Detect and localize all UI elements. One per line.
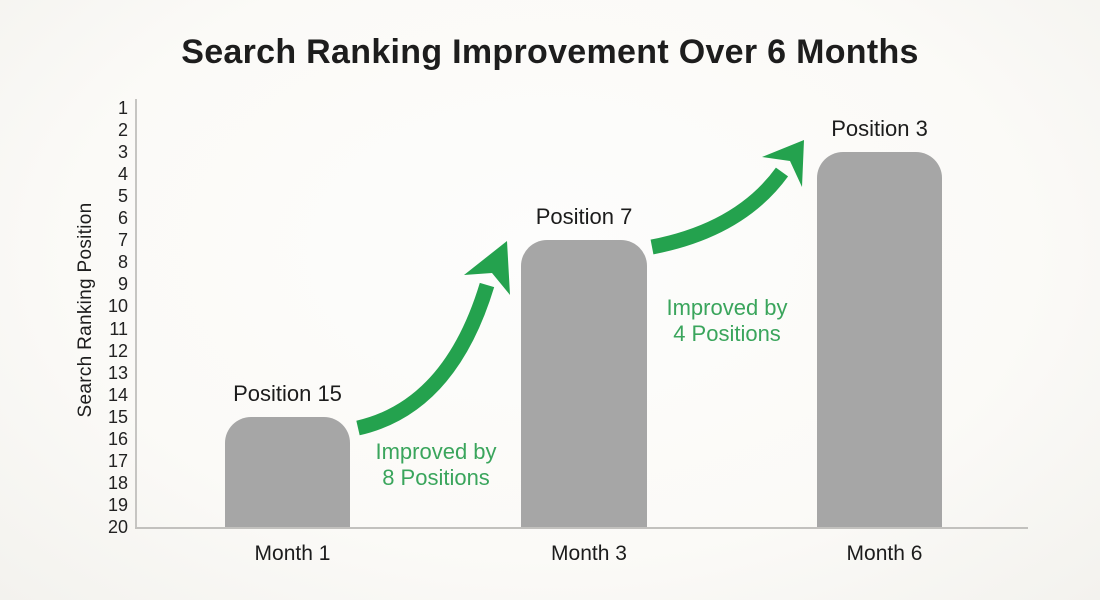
x-tick-month-6: Month 6 <box>846 542 923 565</box>
y-tick-20: 20 <box>107 516 128 537</box>
y-tick-8: 8 <box>117 252 128 273</box>
y-tick-5: 5 <box>117 186 128 207</box>
bar-value-label-month-3: Position 7 <box>535 204 633 230</box>
bar-value-label-month-1: Position 15 <box>233 380 342 406</box>
bar-month-1 <box>225 416 350 529</box>
y-tick-14: 14 <box>107 384 128 405</box>
y-tick-16: 16 <box>107 428 128 449</box>
annotation-line: Improved by <box>666 295 788 320</box>
growth-arrow-month1-to-month3 <box>356 241 510 436</box>
bar-value-label-month-6: Position 3 <box>831 116 928 142</box>
bar-month-6 <box>817 152 942 529</box>
y-tick-17: 17 <box>107 450 128 471</box>
y-tick-18: 18 <box>107 472 128 493</box>
y-tick-10: 10 <box>107 296 128 317</box>
y-tick-2: 2 <box>117 120 128 141</box>
y-tick-1: 1 <box>117 98 128 118</box>
annotation-line: Improved by <box>375 439 497 464</box>
annotation-line: 4 Positions <box>673 321 781 346</box>
growth-arrow-month3-to-month6 <box>650 140 804 255</box>
y-axis-line <box>135 99 137 528</box>
x-tick-month-1: Month 1 <box>254 542 331 565</box>
y-tick-3: 3 <box>117 142 128 163</box>
bar-month-3 <box>521 240 647 529</box>
annotation-line: 8 Positions <box>382 465 490 490</box>
x-axis-line <box>135 527 1028 529</box>
y-tick-4: 4 <box>117 164 128 185</box>
annotation-improved-4: Improved by 4 Positions <box>666 295 787 347</box>
y-tick-13: 13 <box>107 362 128 383</box>
y-tick-6: 6 <box>117 208 128 229</box>
y-tick-15: 15 <box>107 406 128 427</box>
y-tick-12: 12 <box>107 340 128 361</box>
y-tick-7: 7 <box>117 230 128 251</box>
x-tick-month-3: Month 3 <box>551 542 627 565</box>
y-tick-19: 19 <box>107 494 128 515</box>
annotation-improved-8: Improved by 8 Positions <box>375 439 496 491</box>
y-tick-11: 11 <box>109 318 128 339</box>
chart-title: Search Ranking Improvement Over 6 Months <box>181 33 919 71</box>
y-tick-9: 9 <box>117 274 128 295</box>
